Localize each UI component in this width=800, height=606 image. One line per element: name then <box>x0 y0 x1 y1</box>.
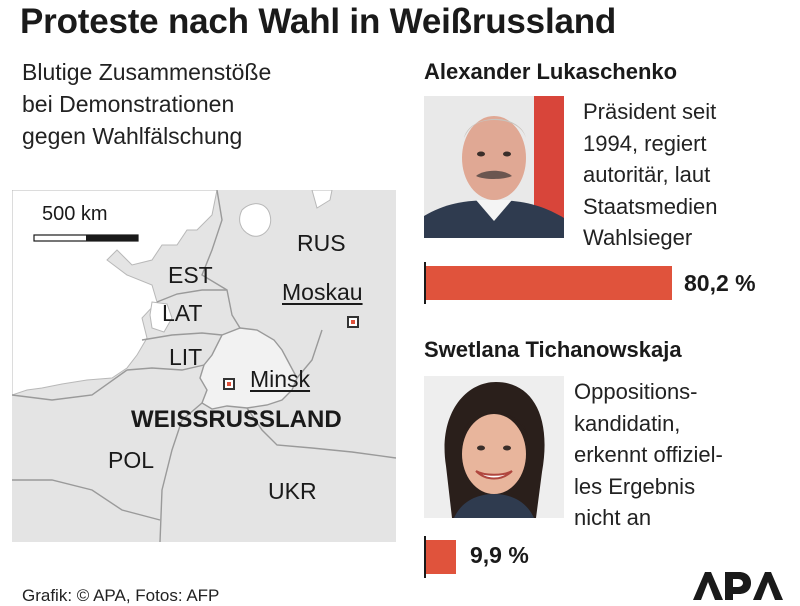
result-bar <box>426 540 457 574</box>
map-graphic <box>12 190 396 542</box>
description-line: les Ergebnis <box>574 473 696 499</box>
label-lat: LAT <box>162 300 203 326</box>
subtitle-line: bei Demonstrationen <box>22 91 235 117</box>
description-line: nicht an <box>574 505 652 530</box>
label-est: EST <box>168 262 213 288</box>
description-line: Oppositions- <box>574 379 698 404</box>
subtitle-line: Blutige Zusammenstöße <box>22 59 272 85</box>
minsk-marker <box>223 378 235 390</box>
scale-label: 500 km <box>42 203 108 225</box>
credit: Grafik: © APA, Fotos: AFP <box>22 586 220 605</box>
bar-axis <box>424 536 426 578</box>
country-borders <box>12 190 396 542</box>
portrait-man-icon <box>424 96 564 238</box>
subtitle: Blutige Zusammenstöße bei Demonstratione… <box>22 56 271 152</box>
scale-bar <box>33 234 139 242</box>
portrait-woman-icon <box>424 376 564 518</box>
bar-axis <box>424 262 426 304</box>
lake <box>239 203 272 237</box>
map: 500 km RUS EST Moskau LAT LIT Minsk WEIS… <box>12 190 396 542</box>
apa-logo <box>693 572 783 600</box>
label-moskau: Moskau <box>282 279 363 305</box>
subtitle-line: gegen Wahlfälschung <box>22 123 243 149</box>
candidate-description: Oppositions- kandidatin, erkennt offizie… <box>574 376 723 534</box>
label-lit: LIT <box>169 344 203 370</box>
label-minsk: Minsk <box>250 366 311 392</box>
percent-label: 80,2 % <box>684 270 756 296</box>
candidate-name: Alexander Lukaschenko <box>424 59 678 84</box>
description-line: kandidatin, <box>574 410 681 436</box>
description-line: Staatsmedien <box>583 193 718 219</box>
description-line: 1994, regiert <box>583 130 707 156</box>
label-rus: RUS <box>297 230 346 256</box>
gulf-of-riga <box>149 301 173 333</box>
label-pol: POL <box>108 447 155 473</box>
label-belarus: WEISSRUSSLAND <box>131 406 342 433</box>
description-line: autoritär, laut <box>583 162 711 187</box>
description-line: Wahlsieger <box>583 225 693 250</box>
page-title: Proteste nach Wahl in Weißrussland <box>20 2 617 41</box>
result-bar <box>426 266 672 300</box>
label-ukr: UKR <box>268 478 317 504</box>
percent-label: 9,9 % <box>470 542 529 568</box>
moskau-marker <box>347 316 359 328</box>
candidate-name: Swetlana Tichanowskaja <box>424 337 682 362</box>
lake <box>311 190 333 209</box>
description-line: Präsident seit <box>583 99 717 124</box>
description-line: erkennt offiziel- <box>574 442 723 467</box>
candidate-description: Präsident seit 1994, regiert autoritär, … <box>583 96 718 254</box>
